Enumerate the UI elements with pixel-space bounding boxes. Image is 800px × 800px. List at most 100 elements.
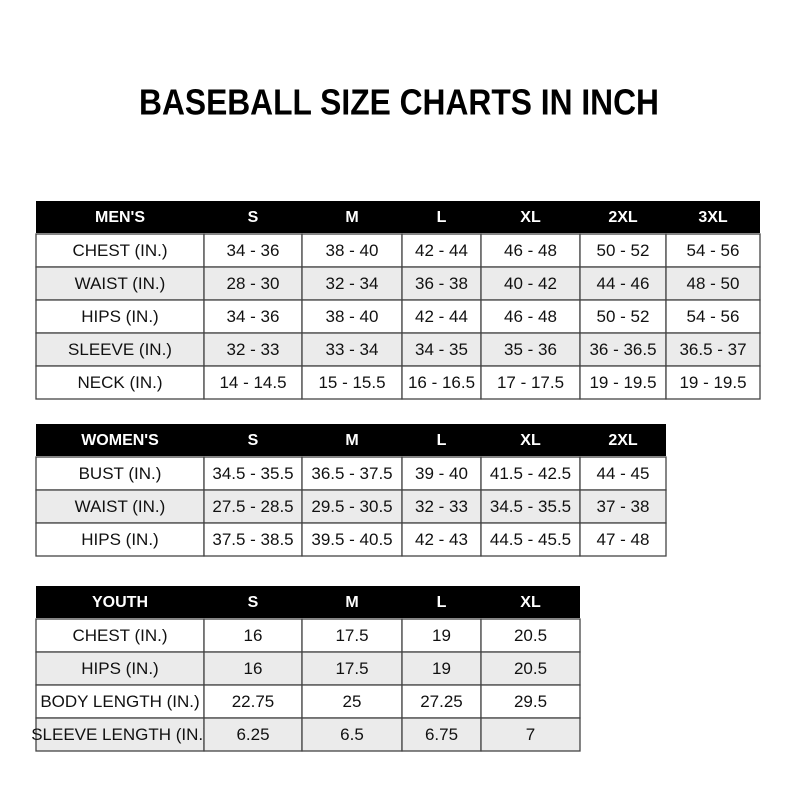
- row-label: BODY LENGTH (IN.): [40, 692, 199, 711]
- cell-text: 44 - 46: [597, 274, 650, 293]
- cell-text: 17 - 17.5: [497, 373, 564, 392]
- cell-text: 36.5 - 37.5: [311, 464, 392, 483]
- cell-text: 38 - 40: [326, 307, 379, 326]
- cell-text: 36 - 36.5: [589, 340, 656, 359]
- cell-text: 48 - 50: [687, 274, 740, 293]
- cell: [480, 717, 581, 752]
- cell-text: 42 - 44: [415, 307, 468, 326]
- cell-text: 19 - 19.5: [589, 373, 656, 392]
- row-label: HIPS (IN.): [81, 307, 158, 326]
- cell-text: 7: [526, 725, 535, 744]
- table-header: [36, 586, 580, 618]
- header-cell: 2XL: [608, 209, 638, 226]
- cell-text: 6.75: [425, 725, 458, 744]
- cell: [401, 489, 482, 524]
- cell: [301, 266, 403, 301]
- cell: [203, 684, 303, 719]
- cell-text: 32 - 34: [326, 274, 379, 293]
- cell-text: 20.5: [514, 659, 547, 678]
- cell: [401, 684, 482, 719]
- cell-text: 20.5: [514, 626, 547, 645]
- cell: [401, 618, 482, 653]
- header-cell: L: [437, 594, 447, 611]
- cell-text: 34.5 - 35.5: [490, 497, 571, 516]
- cell-text: 16 - 16.5: [408, 373, 475, 392]
- cell: [203, 365, 303, 400]
- header-cell: XL: [520, 209, 541, 226]
- cell: [35, 684, 205, 719]
- row-label: CHEST (IN.): [72, 241, 167, 260]
- row-label: CHEST (IN.): [72, 626, 167, 645]
- cell-text: 6.5: [340, 725, 364, 744]
- cell-text: 34.5 - 35.5: [212, 464, 293, 483]
- cell-text: 25: [343, 692, 362, 711]
- header-cell: L: [437, 209, 447, 226]
- cell-text: 19: [432, 659, 451, 678]
- cell: [480, 233, 581, 268]
- cell: [579, 332, 667, 367]
- cell-text: 39 - 40: [415, 464, 468, 483]
- cell: [203, 618, 303, 653]
- cell-text: 46 - 48: [504, 241, 557, 260]
- cell: [35, 266, 205, 301]
- cell: [665, 266, 761, 301]
- row-label: BUST (IN.): [79, 464, 162, 483]
- cell-text: 22.75: [232, 692, 275, 711]
- cell: [203, 332, 303, 367]
- cell-text: 16: [244, 626, 263, 645]
- title: BASEBALL SIZE CHARTS IN INCH: [139, 82, 659, 123]
- cell-text: 19: [432, 626, 451, 645]
- cell-text: 16: [244, 659, 263, 678]
- cell-text: 41.5 - 42.5: [490, 464, 571, 483]
- cell-text: 54 - 56: [687, 307, 740, 326]
- row-label: WAIST (IN.): [75, 274, 166, 293]
- cell-text: 44 - 45: [597, 464, 650, 483]
- cell: [401, 365, 482, 400]
- cell-text: 32 - 33: [415, 497, 468, 516]
- table-header: [36, 424, 666, 456]
- header-cell: 3XL: [698, 209, 728, 226]
- cell-text: 39.5 - 40.5: [311, 530, 392, 549]
- cell: [35, 522, 205, 557]
- cell: [35, 365, 205, 400]
- cell-text: 15 - 15.5: [318, 373, 385, 392]
- cell: [480, 332, 581, 367]
- cell: [301, 299, 403, 334]
- cell-text: 17.5: [335, 626, 368, 645]
- table-header: [36, 201, 760, 233]
- cell-text: 27.5 - 28.5: [212, 497, 293, 516]
- header-cell: YOUTH: [92, 594, 148, 611]
- cell-text: 6.25: [236, 725, 269, 744]
- header-cell: M: [345, 432, 358, 449]
- row-label: HIPS (IN.): [81, 530, 158, 549]
- cell-text: 38 - 40: [326, 241, 379, 260]
- row-label: HIPS (IN.): [81, 659, 158, 678]
- cell: [579, 266, 667, 301]
- cell-text: 35 - 36: [504, 340, 557, 359]
- cell-text: 34 - 36: [227, 241, 280, 260]
- row-label: WAIST (IN.): [75, 497, 166, 516]
- cell: [301, 651, 403, 686]
- cell-text: 32 - 33: [227, 340, 280, 359]
- cell: [665, 233, 761, 268]
- cell-text: 36.5 - 37: [679, 340, 746, 359]
- cell: [35, 456, 205, 491]
- cell: [301, 365, 403, 400]
- cell: [579, 233, 667, 268]
- header-cell: S: [248, 594, 259, 611]
- cell: [35, 651, 205, 686]
- cell-text: 37 - 38: [597, 497, 650, 516]
- cell-text: 37.5 - 38.5: [212, 530, 293, 549]
- cell-text: 42 - 43: [415, 530, 468, 549]
- cell-text: 33 - 34: [326, 340, 379, 359]
- cell-text: 27.25: [420, 692, 463, 711]
- cell: [480, 489, 581, 524]
- header-cell: XL: [520, 432, 541, 449]
- cell-text: 47 - 48: [597, 530, 650, 549]
- cell-text: 50 - 52: [597, 241, 650, 260]
- header-cell: M: [345, 209, 358, 226]
- cell-text: 46 - 48: [504, 307, 557, 326]
- cell-text: 36 - 38: [415, 274, 468, 293]
- header-cell: S: [248, 209, 259, 226]
